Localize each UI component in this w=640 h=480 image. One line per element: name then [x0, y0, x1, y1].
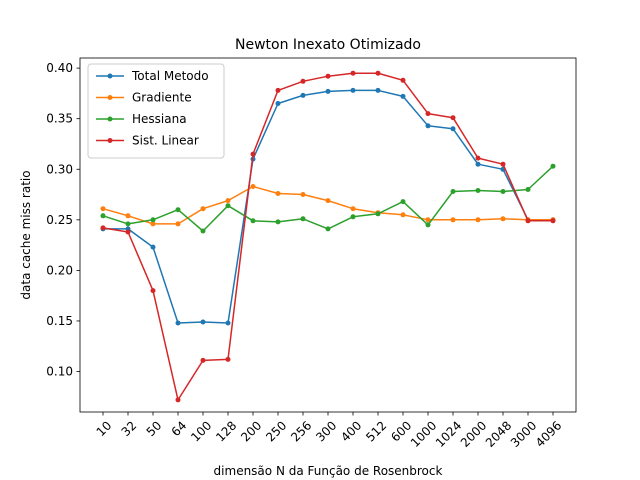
data-point: [300, 192, 306, 197]
data-point: [225, 356, 231, 362]
data-point: [525, 187, 531, 192]
data-point: [450, 126, 456, 132]
data-point: [500, 189, 506, 194]
legend-item: Hessiana: [96, 112, 187, 126]
data-point: [475, 217, 481, 223]
data-point: [150, 288, 156, 294]
y-tick-label: 0.15: [46, 314, 73, 328]
data-point: [525, 218, 531, 224]
data-point: [100, 225, 106, 231]
series-2: [100, 163, 556, 234]
data-point: [475, 188, 481, 193]
data-point: [400, 93, 406, 99]
data-point: [150, 244, 156, 250]
data-point: [325, 88, 331, 94]
data-point: [250, 184, 256, 189]
data-point: [225, 198, 231, 204]
y-tick-label: 0.35: [46, 112, 73, 126]
data-point: [450, 217, 456, 223]
data-point: [350, 214, 356, 220]
legend-item: Gradiente: [96, 91, 192, 105]
data-point: [375, 87, 381, 93]
data-point: [300, 78, 306, 84]
y-tick-label: 0.10: [46, 365, 73, 379]
data-point: [175, 221, 181, 227]
legend-label: Hessiana: [132, 112, 187, 126]
data-point: [125, 221, 131, 227]
data-point: [400, 77, 406, 83]
data-point: [500, 161, 506, 167]
data-point: [450, 189, 456, 194]
legend-item: Total Metodo: [96, 69, 209, 83]
data-point: [200, 357, 206, 363]
data-point: [450, 115, 456, 121]
data-point: [175, 320, 181, 326]
data-point: [100, 206, 106, 212]
y-tick-label: 0.40: [46, 61, 73, 75]
y-tick-label: 0.30: [46, 162, 73, 176]
data-point: [275, 219, 281, 225]
y-axis-label: data cache miss ratio: [19, 170, 33, 299]
data-point: [400, 199, 406, 205]
data-point: [425, 123, 431, 129]
legend-marker: [107, 95, 113, 100]
data-point: [325, 226, 331, 232]
chart-title: Newton Inexato Otimizado: [235, 37, 421, 53]
data-point: [425, 111, 431, 117]
data-point: [300, 216, 306, 222]
data-point: [375, 70, 381, 76]
legend-label: Total Metodo: [131, 69, 209, 83]
data-point: [275, 191, 281, 196]
legend-marker: [107, 138, 113, 143]
data-point: [175, 397, 181, 403]
y-tick-label: 0.25: [46, 213, 73, 227]
legend-marker: [107, 73, 113, 79]
legend-marker: [107, 116, 113, 122]
data-point: [275, 101, 281, 106]
plot-area: [100, 70, 556, 403]
y-axis: 0.10 0.15 0.20 0.25 0.30 0.35 0.40: [46, 61, 80, 379]
series-3: [100, 70, 556, 403]
data-point: [250, 151, 256, 157]
data-point: [375, 211, 381, 217]
data-point: [150, 217, 156, 223]
data-point: [475, 155, 481, 161]
series-1: [100, 184, 556, 227]
data-point: [250, 218, 256, 224]
data-point: [125, 229, 131, 235]
legend-box: [87, 63, 225, 159]
data-point: [425, 217, 431, 223]
data-point: [300, 92, 306, 98]
data-point: [325, 198, 331, 204]
data-point: [275, 87, 281, 93]
data-point: [200, 206, 206, 212]
legend: Total Metodo Gradiente Hessiana Sist. Linea…: [87, 63, 225, 159]
data-point: [150, 221, 156, 227]
data-point: [200, 228, 206, 234]
data-point: [175, 207, 181, 213]
series-0: [100, 87, 556, 326]
data-point: [475, 161, 481, 167]
data-point: [550, 163, 556, 169]
legend-item: Sist. Linear: [96, 134, 199, 148]
data-point: [350, 70, 356, 76]
data-point: [425, 222, 431, 228]
data-point: [100, 213, 106, 219]
x-axis-label: dimensão N da Função de Rosenbrock: [214, 464, 443, 478]
data-point: [325, 73, 331, 79]
y-tick-label: 0.20: [46, 263, 73, 277]
data-point: [500, 216, 506, 222]
data-point: [550, 218, 556, 224]
data-point: [400, 212, 406, 218]
data-point: [125, 213, 131, 219]
data-point: [350, 206, 356, 212]
legend-label: Sist. Linear: [132, 134, 199, 148]
data-point: [225, 203, 231, 209]
data-point: [200, 319, 206, 325]
data-point: [350, 87, 356, 93]
legend-label: Gradiente: [132, 91, 192, 105]
data-point: [225, 320, 231, 326]
